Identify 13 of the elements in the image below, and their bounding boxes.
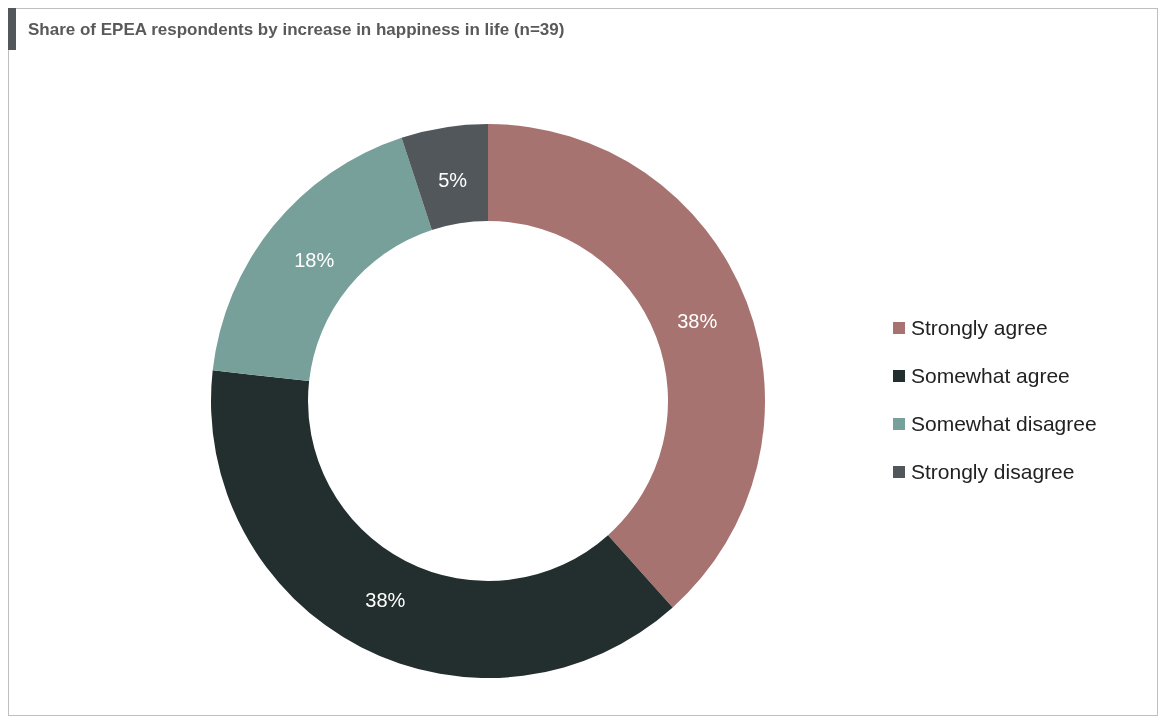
data-label: 38% <box>365 589 406 612</box>
donut-slice <box>212 137 432 382</box>
legend-label: Strongly agree <box>911 316 1048 340</box>
data-label: 18% <box>294 248 335 271</box>
data-label: 38% <box>677 310 718 333</box>
data-label: 5% <box>438 168 468 191</box>
donut-slice <box>211 370 673 678</box>
chart-title: Share of EPEA respondents by increase in happiness in life (n=39) <box>28 20 565 39</box>
legend-label: Strongly disagree <box>911 460 1075 484</box>
legend-label: Somewhat disagree <box>911 412 1097 436</box>
donut-slice <box>401 124 488 230</box>
donut-slice <box>488 124 765 608</box>
legend-label: Somewhat agree <box>911 364 1070 388</box>
